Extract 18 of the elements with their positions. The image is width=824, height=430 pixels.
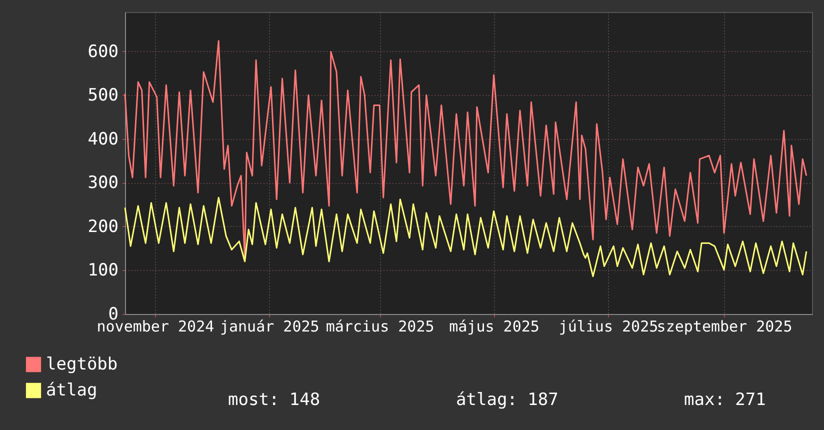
legend-label: átlag bbox=[46, 380, 98, 400]
text: most: 148 bbox=[228, 390, 322, 410]
y-tick-label: 500 bbox=[88, 86, 118, 106]
y-tick-label: 400 bbox=[88, 129, 118, 150]
y-tick-label: 300 bbox=[88, 173, 118, 194]
x-tick-label: március 2025 bbox=[326, 318, 434, 336]
x-tick-label: szeptember 2025 bbox=[656, 318, 792, 336]
x-tick-label: július 2025 bbox=[558, 318, 658, 336]
y-tick-label: 600 bbox=[88, 42, 118, 62]
x-tick-label: május 2025 bbox=[449, 318, 540, 336]
text: max: 271 bbox=[684, 390, 767, 410]
y-tick-label: 200 bbox=[88, 216, 118, 237]
y-tick-label: 100 bbox=[88, 260, 118, 281]
text: átlag: 187 bbox=[456, 390, 560, 410]
legend-label: legtöbb bbox=[46, 354, 118, 374]
x-tick-label: január 2025 bbox=[220, 318, 320, 336]
line-series bbox=[124, 196, 808, 278]
y-tick-label: 0 bbox=[108, 304, 118, 324]
